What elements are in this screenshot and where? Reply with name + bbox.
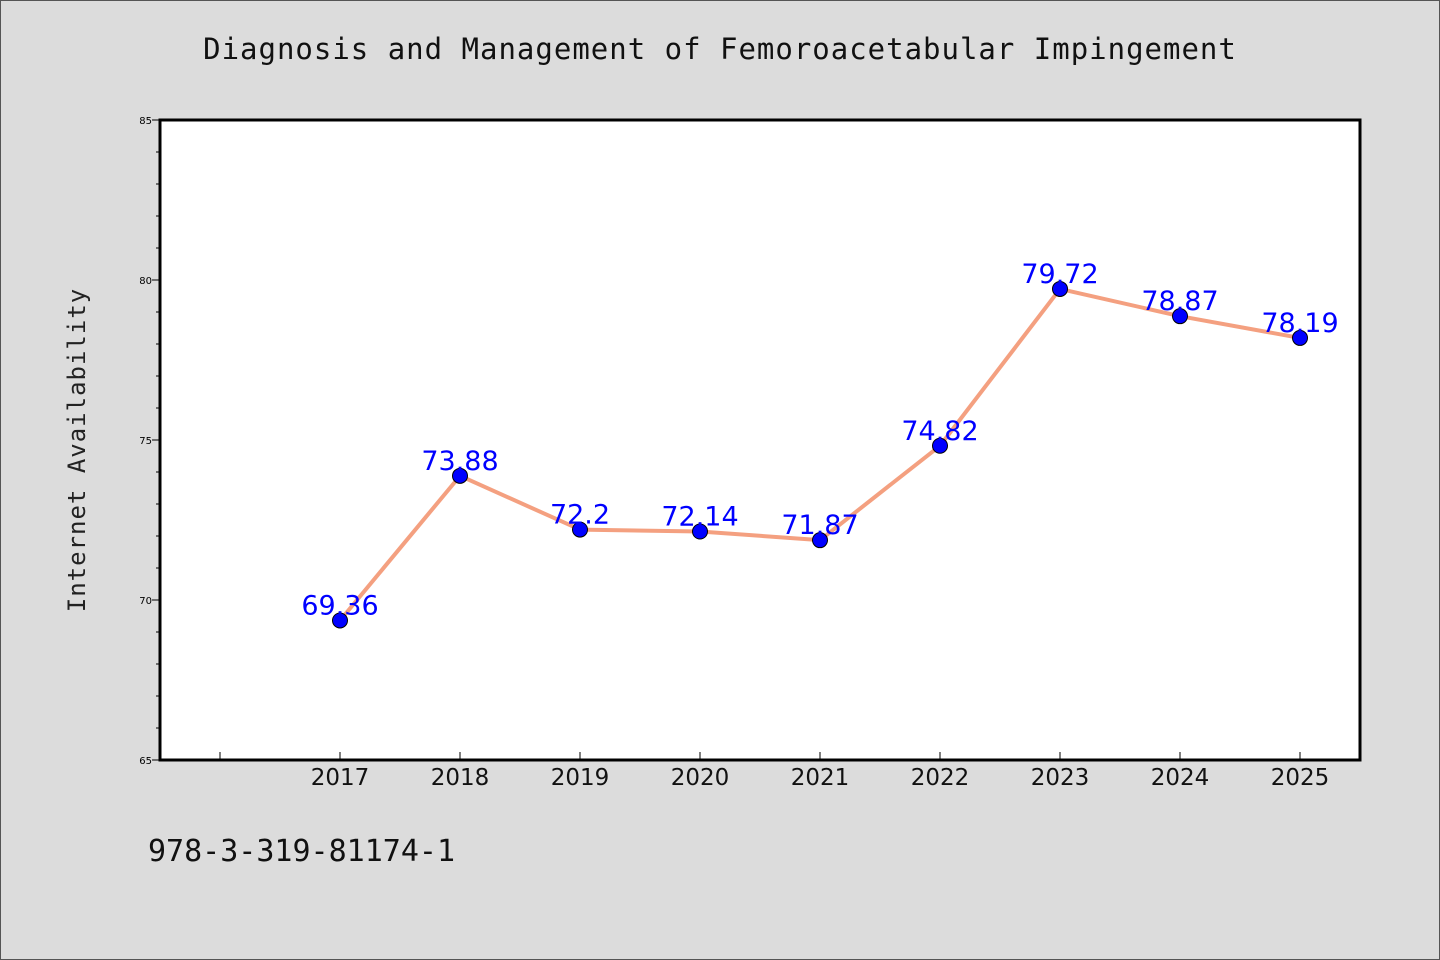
y-tick-label: 70 [139, 596, 152, 607]
x-tick-label: 2022 [911, 765, 970, 791]
y-tick-label: 80 [139, 276, 152, 287]
x-tick-label: 2020 [671, 765, 730, 791]
data-label: 72.2 [550, 500, 610, 531]
plot-area [158, 118, 1362, 762]
data-point [332, 612, 348, 629]
y-tick-label: 85 [139, 116, 152, 127]
x-tick-label: 2019 [551, 765, 610, 791]
data-label: 79.72 [1021, 259, 1098, 290]
data-label: 69.36 [301, 590, 378, 621]
data-point [452, 467, 468, 484]
data-label: 78.19 [1261, 308, 1338, 339]
data-point [932, 437, 948, 454]
data-label: 73.88 [421, 446, 498, 477]
chart-title: Diagnosis and Management of Femoroacetab… [203, 32, 1237, 66]
y-tick-label: 65 [139, 756, 152, 767]
isbn-footer: 978-3-319-81174-1 [148, 834, 456, 869]
data-point [692, 523, 708, 540]
data-labels: 69.36 73.88 72.2 72.14 71.87 74.82 79.72 78.87 7… [301, 259, 1338, 622]
data-point [1172, 308, 1188, 325]
axes: 65 70 75 80 85 2017 2018 2019 2020 2021 2022 2023 20… [139, 116, 1329, 791]
data-label: 72.14 [661, 502, 738, 533]
data-label: 74.82 [901, 416, 978, 447]
series-line [332, 280, 1308, 629]
x-tick-label: 2025 [1271, 765, 1330, 791]
data-label: 71.87 [781, 510, 858, 541]
x-tick-label: 2021 [791, 765, 850, 791]
data-label: 78.87 [1141, 286, 1218, 317]
x-tick-label: 2017 [311, 765, 370, 791]
x-tick-label: 2018 [431, 765, 490, 791]
y-tick-label: 75 [139, 436, 152, 447]
data-point [1292, 329, 1308, 346]
x-tick-label: 2023 [1031, 765, 1090, 791]
data-point [812, 532, 828, 549]
data-point [1052, 280, 1068, 297]
x-tick-label: 2024 [1151, 765, 1210, 791]
data-point [572, 521, 588, 538]
